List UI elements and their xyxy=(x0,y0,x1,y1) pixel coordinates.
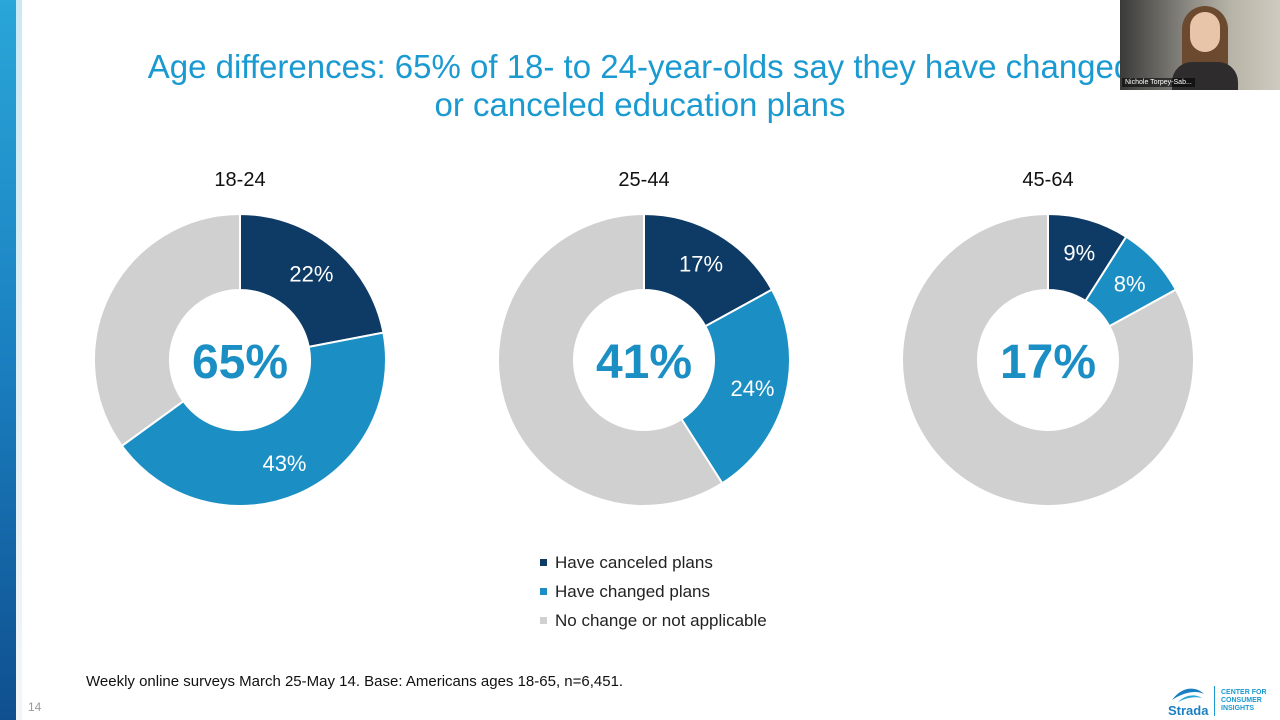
strada-logo: Strada CENTER FOR CONSUMER INSIGHTS xyxy=(1168,684,1273,718)
donut-slice-none xyxy=(93,212,241,448)
page-number: 14 xyxy=(28,700,42,714)
donut-chart-45-64: 45-64 9% 8% 17% xyxy=(901,169,1195,507)
strada-wordmark: Strada xyxy=(1168,703,1209,718)
donut-title: 45-64 xyxy=(1022,169,1073,191)
donut-slice-canceled xyxy=(643,212,774,328)
logo-divider xyxy=(1214,686,1215,716)
donut-center-total: 41% xyxy=(596,336,692,389)
legend-swatch-none xyxy=(540,617,547,624)
participant-name: Nichole Torpey-Sab... xyxy=(1122,78,1195,87)
donut-slice-changed xyxy=(680,288,791,485)
legend-swatch-changed xyxy=(540,588,547,595)
slice-label: 17% xyxy=(679,252,723,277)
left-accent-band xyxy=(0,0,16,720)
legend-label-none: No change or not applicable xyxy=(555,610,767,630)
legend-item-changed: Have changed plans xyxy=(540,577,767,606)
donut-chart-18-24: 18-24 22% 43% 65% xyxy=(93,169,387,507)
donut-center-total: 65% xyxy=(192,336,288,389)
participant-video-tile[interactable]: Nichole Torpey-Sab... xyxy=(1120,0,1280,90)
legend-item-canceled: Have canceled plans xyxy=(540,548,767,577)
slice-label: 43% xyxy=(262,451,306,476)
slice-label: 22% xyxy=(289,262,333,287)
donut-slice-none xyxy=(901,212,1195,507)
strada-swoosh-icon xyxy=(1172,688,1204,702)
slice-label: 9% xyxy=(1063,240,1095,265)
logo-tagline: CENTER FOR CONSUMER INSIGHTS xyxy=(1221,689,1267,712)
donut-slice-canceled xyxy=(239,212,385,349)
chart-legend: Have canceled plans Have changed plans N… xyxy=(540,548,767,635)
donut-title: 25-44 xyxy=(618,169,669,191)
slide-title: Age differences: 65% of 18- to 24-year-o… xyxy=(147,48,1133,123)
slice-label: 8% xyxy=(1114,271,1146,296)
footnote: Weekly online surveys March 25-May 14. B… xyxy=(86,673,624,690)
donut-slice-none xyxy=(497,212,724,507)
slice-label: 24% xyxy=(730,376,774,401)
left-accent-shine xyxy=(16,0,22,720)
donut-chart-25-44: 25-44 17% 24% 41% xyxy=(497,169,791,507)
legend-item-none: No change or not applicable xyxy=(540,606,767,635)
legend-label-canceled: Have canceled plans xyxy=(555,552,713,572)
donut-slice-changed xyxy=(120,331,387,507)
participant-face xyxy=(1190,12,1220,52)
donut-title: 18-24 xyxy=(214,169,265,191)
legend-swatch-canceled xyxy=(540,559,547,566)
donut-center-total: 17% xyxy=(1000,336,1096,389)
strada-logo-mark: Strada xyxy=(1168,684,1208,718)
legend-label-changed: Have changed plans xyxy=(555,581,711,601)
